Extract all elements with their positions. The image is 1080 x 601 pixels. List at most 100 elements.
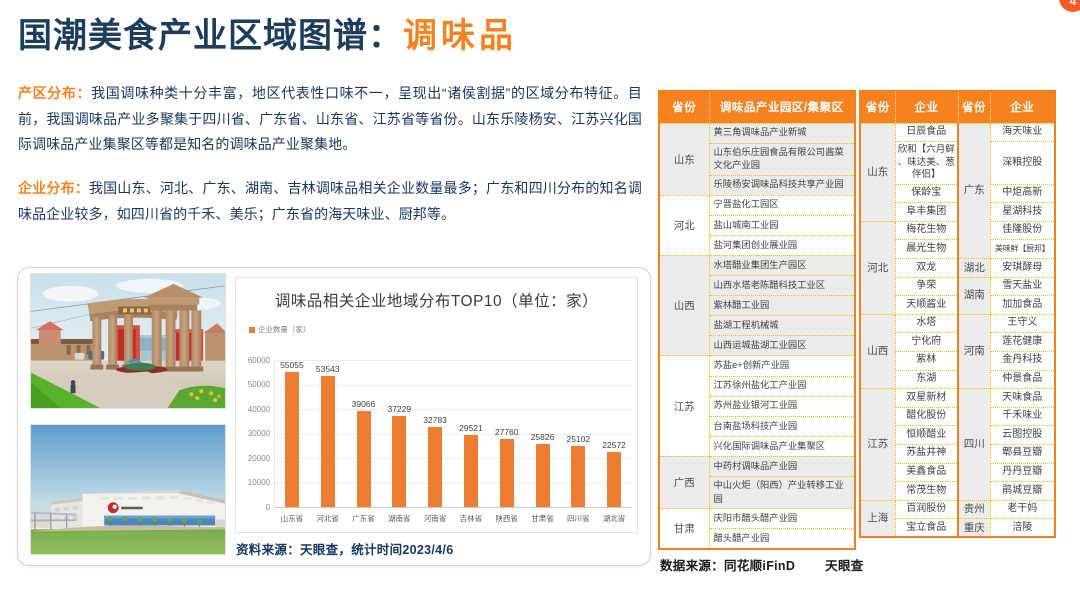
park-cell: 苏州盐业银河工业园 <box>708 395 856 417</box>
park-table-row: 山东伯乐庄园食品有限公司酱菜文化产业园 <box>659 142 856 176</box>
company-table-header-province-2: 省份 <box>958 91 991 123</box>
bar-广东省 <box>356 411 371 507</box>
y-axis-tick-label: 20000 <box>247 453 270 463</box>
park-cell: 庆阳市醋头醋产业园 <box>708 507 856 530</box>
gridline <box>274 433 632 435</box>
bar-value-label: 22572 <box>602 439 626 450</box>
park-table-row: 醋头醋产业园 <box>659 528 856 550</box>
company-cell: 海天味业 <box>989 122 1056 143</box>
company-cell: 丹丹豆瓣 <box>989 462 1056 483</box>
company-cell: 安琪酵母 <box>989 257 1056 278</box>
bar-湖南省 <box>392 415 407 507</box>
bar-河南省 <box>428 426 443 507</box>
province-cell: 江苏 <box>658 355 710 457</box>
bar-value-label: 55055 <box>280 360 304 371</box>
gridline <box>274 409 632 410</box>
y-axis-tick-label: 40000 <box>247 404 270 414</box>
company-cell: 佳隆股份 <box>989 220 1056 241</box>
photos-and-chart-panel: 调味品相关企业地域分布TOP10（单位：家） 企业数量（家） 0 10000 200… <box>17 267 651 566</box>
y-axis-tick-label: 50000 <box>247 380 270 389</box>
province-cell: 山东 <box>658 122 710 196</box>
park-cell: 兴化国际调味品产业集聚区 <box>708 435 856 457</box>
company-cell: 雪天盐业 <box>989 276 1056 297</box>
province-cell: 河北 <box>658 194 710 256</box>
company-cell: 天顺酱业 <box>894 295 959 315</box>
park-cell: 台南盐场科技产业园 <box>708 415 856 437</box>
company-cell: 双星新材 <box>894 388 959 408</box>
gridline <box>274 507 632 508</box>
park-table-row: 乐陵杨安调味品科技共享产业园 <box>659 174 856 196</box>
company-table-row: 河北 梅花生物 佳隆股份 <box>859 220 1056 315</box>
bar-chart-plot-area: 0 10000 20000 30000 40000 50000 60000 55055 山东省 5… <box>236 278 637 532</box>
chart-legend-label: 企业数量（家） <box>258 325 311 334</box>
company-cell: 紫林 <box>894 350 959 371</box>
table-head: 省份 企业 省份 企业 <box>860 91 1055 123</box>
bar-value-label: 37229 <box>387 403 412 414</box>
company-cell: 水塔 <box>894 313 959 334</box>
company-cell: 梅花生物 <box>894 220 959 241</box>
x-axis-tick-label: 湖南省 <box>388 514 411 523</box>
park-cell: 紫林醋工业园 <box>708 295 856 317</box>
park-table-row: 山东 黄三角调味品产业新城 <box>658 122 856 196</box>
company-table-row: 苏盐井神 郫县豆瓣 <box>860 443 1056 464</box>
company-cell: 双龙 <box>894 257 959 278</box>
chart-title: 调味品相关企业地域分布TOP10（单位：家） <box>274 293 599 310</box>
park-cell: 乐陵杨安调味品科技共享产业园 <box>708 174 856 196</box>
paragraph-production-distribution: 产区分布：我国调味种类十分丰富，地区代表性口味不一，呈现出“诸侯割据”的区域分布… <box>18 81 642 158</box>
province-cell: 山西 <box>859 313 896 390</box>
province-cell: 山东 <box>859 122 896 222</box>
page-title-main: 国潮美食产业区域图谱： <box>18 17 403 55</box>
park-table-header-province: 省份 <box>659 91 710 123</box>
park-cell: 中山火炬（阳西）产业转移工业园 <box>708 476 856 509</box>
company-table-row: 宁化府 莲花健康 <box>860 332 1056 352</box>
x-axis-tick-label: 山东省 <box>280 514 304 523</box>
footer-source-2: 天眼查 <box>825 559 864 573</box>
company-table-row: 双龙 湖北 安琪酵母 <box>860 257 1056 278</box>
page-number-badge: 4 <box>1059 0 1080 12</box>
company-table-row: 阜丰集团 星湖科技 <box>860 202 1056 222</box>
company-cell: 宁化府 <box>894 332 959 352</box>
bar-value-label: 32783 <box>423 414 447 425</box>
x-axis-tick-label: 湖北省 <box>602 514 626 523</box>
province-cell: 湖北 <box>957 257 991 278</box>
company-cell: 常茂生物 <box>894 481 959 501</box>
x-axis-tick-label: 广东省 <box>352 514 375 523</box>
company-cell: 恒顺醋业 <box>894 425 959 445</box>
park-cell: 醋头醋产业园 <box>708 528 856 550</box>
company-cell: 云图控股 <box>989 425 1056 445</box>
gridline <box>274 384 632 386</box>
company-cell: 老干妈 <box>989 499 1056 520</box>
company-cell: 仲景食品 <box>989 369 1056 390</box>
province-cell: 甘肃 <box>658 507 710 550</box>
province-cell: 山西 <box>658 254 710 357</box>
company-cell: 王守义 <box>989 313 1056 334</box>
province-cell: 四川 <box>957 388 991 501</box>
company-table-grid: 省份 企业 省份 企业 山东 日辰食品 广东 海天味业 欣和【六月鲜、味达美、葱伴侣】深… <box>859 90 1056 539</box>
company-cell: 宝立食品 <box>894 518 959 538</box>
company-table: 省份 企业 省份 企业 山东 日辰食品 广东 海天味业 欣和【六月鲜、味达美、葱伴侣】深… <box>859 90 1056 539</box>
x-axis-tick-label: 甘肃省 <box>531 514 554 523</box>
company-cell: 阜丰集团 <box>894 202 959 222</box>
table-header-row: 省份 调味品产业园区/集聚区 <box>659 91 855 123</box>
paragraph-company-distribution: 企业分布：我国山东、河北、广东、湖南、吉林调味品相关企业数量最多；广东和四川分布… <box>18 176 642 227</box>
y-axis-tick-label: 0 <box>265 502 270 512</box>
footer-source-1: 同花顺iFinD <box>724 559 796 573</box>
x-axis-tick-label: 四川省 <box>567 514 590 523</box>
company-table-row: 晨光生物 美味鲜【厨邦】 <box>860 239 1056 259</box>
footer-label: 数据来源： <box>660 559 725 573</box>
y-axis-tick-label: 10000 <box>247 478 270 487</box>
company-table-row: 欣和【六月鲜、味达美、葱伴侣】 深粮控股 <box>860 141 1056 185</box>
company-table-row: 江苏 双星新材 四川 天味食品 <box>859 388 1056 501</box>
park-table-row: 广西 中药村调味品产业园 <box>658 455 856 510</box>
page-title-accent: 调味品 <box>403 17 517 55</box>
province-cell: 重庆 <box>957 518 991 538</box>
province-cell: 广东 <box>957 122 991 259</box>
company-table-row: 保龄宝 中炬高新 <box>860 183 1056 204</box>
bar-陕西省 <box>499 438 514 507</box>
bar-value-label: 25102 <box>566 433 591 444</box>
x-axis-tick-label: 陕西省 <box>495 514 518 523</box>
y-axis-line <box>274 360 275 507</box>
page-title: 国潮美食产业区域图谱：调味品 <box>18 8 517 57</box>
chart-legend: 企业数量（家） <box>249 324 311 335</box>
